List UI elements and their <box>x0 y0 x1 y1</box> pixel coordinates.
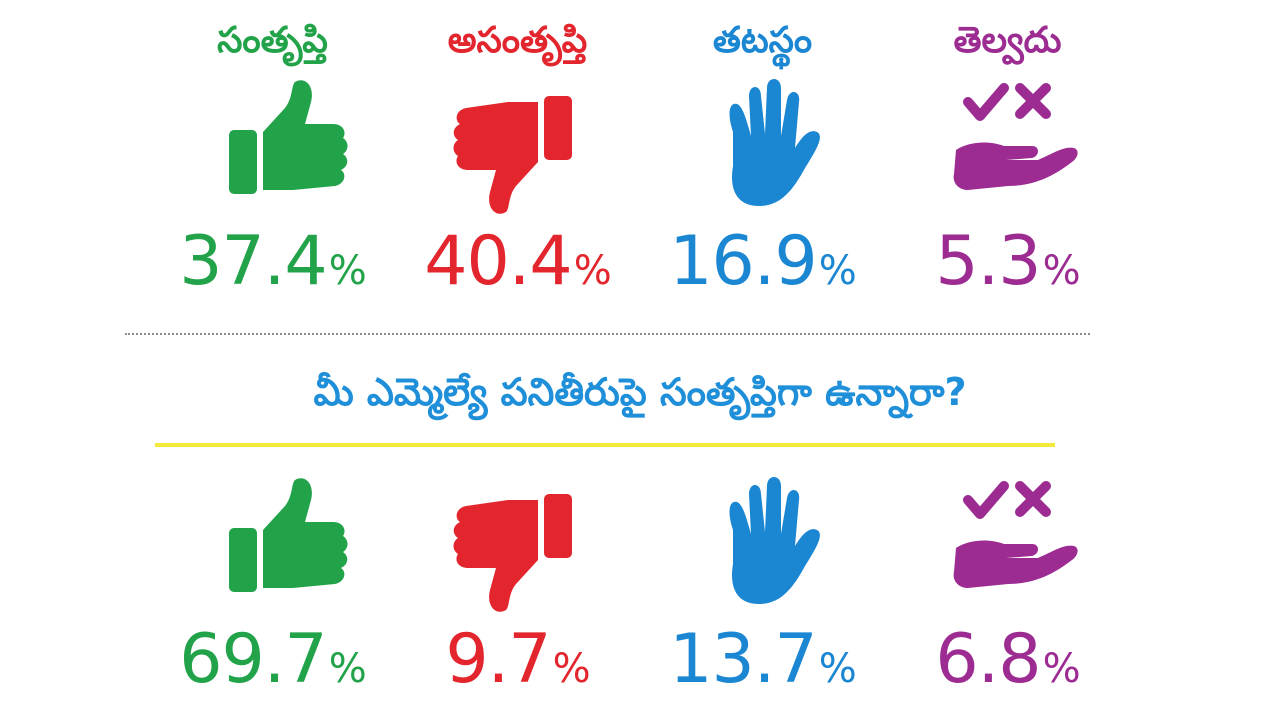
label-col-satisfied: సంతృప్తి <box>150 12 395 70</box>
check-cross-hand-icon <box>928 72 1088 222</box>
check-cross-hand-icon <box>928 470 1088 620</box>
value-dissatisfied-2: 9.7% <box>445 620 590 699</box>
label-dissatisfied: అసంతృప్తి <box>447 20 588 61</box>
value-dont-know-2: 6.8% <box>935 620 1080 699</box>
label-col-dont-know: తెల్వదు <box>885 12 1130 70</box>
category-labels: సంతృప్తి అసంతృప్తి తటస్థం తెల్వదు <box>150 12 1130 70</box>
label-col-dissatisfied: అసంతృప్తి <box>395 12 640 70</box>
thumbs-down-icon <box>438 470 598 620</box>
dotted-divider <box>125 333 1090 335</box>
thumbs-down-icon <box>438 72 598 222</box>
icons-section-1 <box>150 72 1130 222</box>
values-section-2: 69.7% 9.7% 13.7% 6.8% <box>150 620 1130 700</box>
thumbs-up-icon <box>193 470 353 620</box>
yellow-underline <box>155 443 1055 447</box>
thumbs-up-icon <box>193 72 353 222</box>
value-satisfied-1: 37.4% <box>179 222 366 301</box>
value-neutral-1: 16.9% <box>669 222 856 301</box>
open-hand-icon <box>683 470 843 620</box>
value-neutral-2: 13.7% <box>669 620 856 699</box>
survey-question: మీ ఎమ్మెల్యే పనితీరుపై సంతృప్తిగా ఉన్నార… <box>313 370 967 414</box>
label-col-neutral: తటస్థం <box>640 12 885 70</box>
label-dont-know: తెల్వదు <box>953 20 1062 61</box>
value-satisfied-2: 69.7% <box>179 620 366 699</box>
label-satisfied: సంతృప్తి <box>217 20 328 61</box>
value-dissatisfied-1: 40.4% <box>424 222 611 301</box>
open-hand-icon <box>683 72 843 222</box>
icons-section-2 <box>150 470 1130 620</box>
label-neutral: తటస్థం <box>712 20 813 61</box>
value-dont-know-1: 5.3% <box>935 222 1080 301</box>
values-section-1: 37.4% 40.4% 16.9% 5.3% <box>150 222 1130 302</box>
